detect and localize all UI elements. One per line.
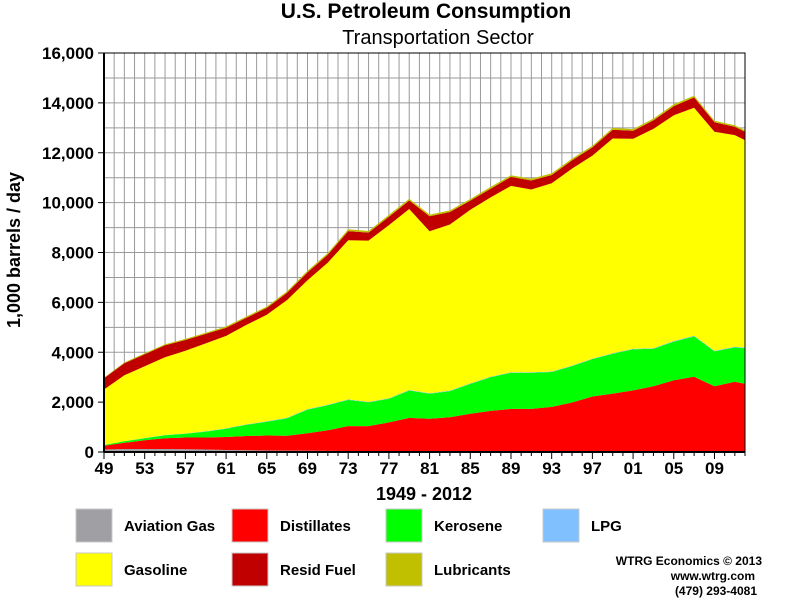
y-tick-label: 12,000 <box>42 144 94 163</box>
x-tick-label: 05 <box>664 459 683 478</box>
x-tick-label: 81 <box>420 459 439 478</box>
legend-label-lubricants: Lubricants <box>434 562 511 579</box>
x-tick-label: 69 <box>298 459 317 478</box>
credit-company: WTRG Economics © 2013 <box>616 554 763 568</box>
x-tick-label: 09 <box>705 459 724 478</box>
y-axis-label: 1,000 barrels / day <box>4 172 24 328</box>
x-tick-label: 01 <box>624 459 643 478</box>
x-axis-label: 1949 - 2012 <box>376 484 472 504</box>
legend-swatch-distillates <box>231 508 269 543</box>
credit-phone: (479) 293-4081 <box>675 584 757 598</box>
y-tick-label: 2,000 <box>51 393 94 412</box>
x-tick-label: 57 <box>176 459 195 478</box>
x-tick-label: 49 <box>95 459 114 478</box>
y-tick-label: 8,000 <box>51 244 94 263</box>
x-tick-label: 53 <box>135 459 154 478</box>
y-tick-label: 10,000 <box>42 194 94 213</box>
chart-title: U.S. Petroleum Consumption <box>281 0 572 23</box>
legend-swatch-aviation-gas <box>75 508 113 543</box>
y-tick-label: 16,000 <box>42 44 94 63</box>
y-tick-label: 4,000 <box>51 343 94 362</box>
area-kerosene <box>104 336 745 446</box>
area-distillates <box>104 376 745 452</box>
chart-subtitle: Transportation Sector <box>342 27 534 49</box>
legend-label-resid-fuel: Resid Fuel <box>280 562 356 579</box>
legend-swatch-resid-fuel <box>231 552 269 587</box>
x-tick-label: 65 <box>257 459 276 478</box>
x-tick-label: 97 <box>583 459 602 478</box>
legend-swatch-lpg <box>542 508 580 543</box>
legend-swatch-gasoline <box>75 552 113 587</box>
x-tick-label: 73 <box>339 459 358 478</box>
legend-label-distillates: Distillates <box>280 518 351 535</box>
legend-label-aviation-gas: Aviation Gas <box>124 518 215 535</box>
x-tick-label: 93 <box>542 459 561 478</box>
y-tick-label: 6,000 <box>51 293 94 312</box>
x-tick-label: 77 <box>379 459 398 478</box>
area-gasoline <box>104 107 745 445</box>
x-axis-ticks: 49 53 57 61 65 69 73 77 81 85 89 93 97 01 05 09 <box>95 452 746 478</box>
y-tick-label: 0 <box>85 443 94 462</box>
legend-label-kerosene: Kerosene <box>434 518 502 535</box>
legend: Aviation Gas Distillates Kerosene LPG Gasoli… <box>75 508 622 587</box>
legend-swatch-lubricants <box>385 552 423 587</box>
legend-label-gasoline: Gasoline <box>124 562 187 579</box>
x-tick-label: 61 <box>217 459 236 478</box>
y-axis-ticks: 0 2,000 4,000 6,000 8,000 10,000 12,000 14,000 1… <box>42 44 104 462</box>
credit-website: www.wtrg.com <box>670 569 755 583</box>
legend-swatch-kerosene <box>385 508 423 543</box>
x-tick-label: 85 <box>461 459 480 478</box>
x-tick-label: 89 <box>502 459 521 478</box>
legend-label-lpg: LPG <box>591 518 622 535</box>
y-tick-label: 14,000 <box>42 94 94 113</box>
